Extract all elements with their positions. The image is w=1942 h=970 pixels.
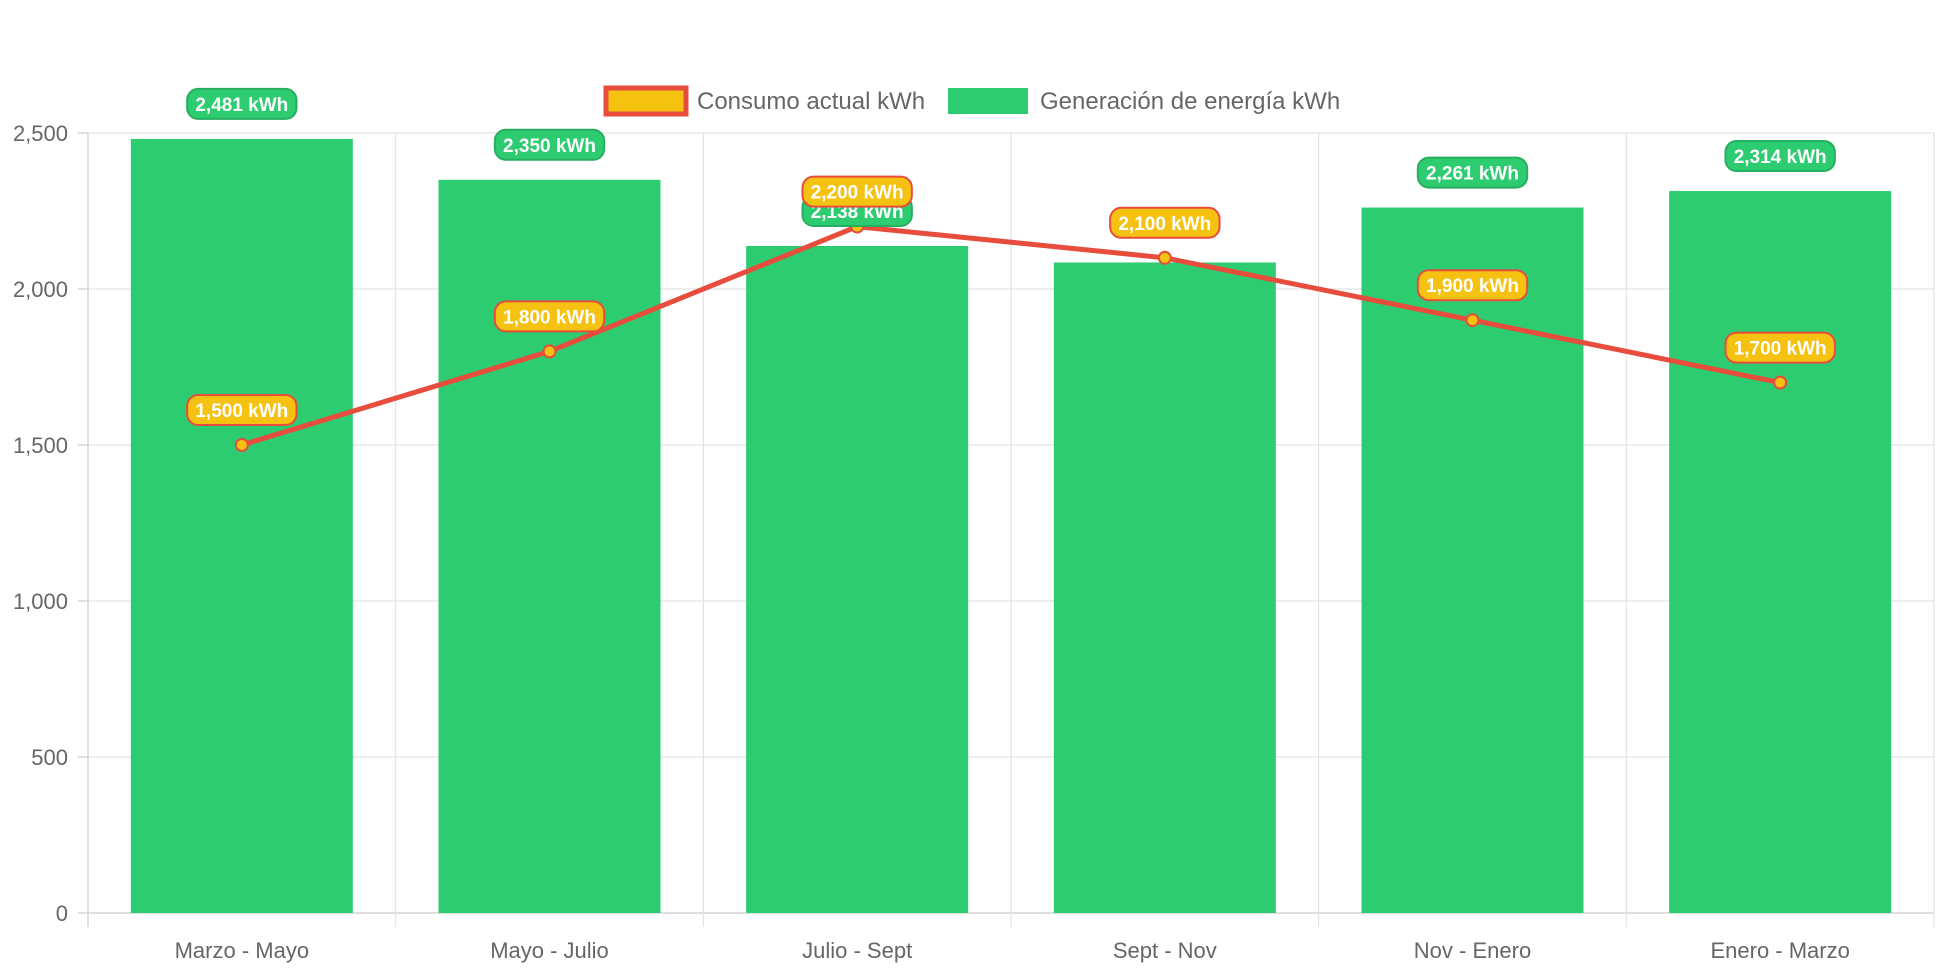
x-tick-label: Nov - Enero <box>1414 938 1531 963</box>
x-tick-label: Marzo - Mayo <box>175 938 309 963</box>
line-data-label: 2,200 kWh <box>801 175 913 208</box>
bar[interactable] <box>1053 262 1276 914</box>
x-tick-label: Julio - Sept <box>802 938 912 963</box>
line-data-label-background <box>493 300 606 333</box>
legend-swatch-generacion[interactable] <box>948 88 1028 114</box>
line-data-label: 2,100 kWh <box>1109 206 1221 239</box>
legend-label-generacion[interactable]: Generación de energía kWh <box>1040 88 1340 115</box>
y-tick-label: 500 <box>31 745 68 770</box>
line-point[interactable] <box>1157 250 1172 265</box>
bar-data-label-background <box>1416 156 1529 189</box>
legend: Consumo actual kWh Generación de energía… <box>603 85 1340 117</box>
bar-data-label-background <box>186 87 298 120</box>
line-data-label-text: 1,500 kWh <box>195 401 288 422</box>
y-tick-label: 1,000 <box>13 589 68 614</box>
line-data-label-background <box>801 175 913 208</box>
y-tick-label: 1,500 <box>13 433 68 458</box>
line-data-label-text: 2,200 kWh <box>811 183 904 204</box>
bar-data-label: 2,261 kWh <box>1416 156 1529 189</box>
bar[interactable] <box>746 245 969 914</box>
axes: 0 500 1,000 1,500 2,000 2,500 Marzo - Mayo Mayo… <box>13 121 1850 963</box>
bar-data-label: 2,350 kWh <box>493 128 606 161</box>
bar-data-label-text: 2,350 kWh <box>503 136 596 157</box>
line-data-label-text: 1,700 kWh <box>1734 339 1827 360</box>
line-point[interactable] <box>542 344 557 359</box>
line-point[interactable] <box>234 438 249 452</box>
x-tick-label: Mayo - Julio <box>490 938 609 963</box>
line-data-label-text: 2,100 kWh <box>1118 214 1211 235</box>
line-point[interactable] <box>1465 313 1480 328</box>
line-data-label: 1,800 kWh <box>493 300 606 333</box>
line-data-label-background <box>1724 331 1836 364</box>
line-point[interactable] <box>1773 375 1788 390</box>
y-tick-label: 2,000 <box>13 277 68 302</box>
line-data-label-text: 1,800 kWh <box>503 307 596 328</box>
bar-data-label: 2,314 kWh <box>1724 140 1836 173</box>
bar[interactable] <box>438 179 661 914</box>
y-tick-label: 2,500 <box>13 121 68 146</box>
bar-data-label-background <box>493 128 606 161</box>
bar-data-label-text: 2,261 kWh <box>1426 164 1519 185</box>
x-tick-label: Enero - Marzo <box>1710 938 1849 963</box>
x-tick-label: Sept - Nov <box>1113 938 1217 963</box>
legend-swatch-consumo[interactable] <box>603 85 689 117</box>
bar-data-label-background <box>1724 140 1836 173</box>
y-tick-label: 0 <box>56 901 68 926</box>
line-data-label-background <box>1416 269 1529 302</box>
bar-data-label-text: 2,314 kWh <box>1734 147 1827 168</box>
bar-data-label: 2,481 kWh <box>186 87 298 120</box>
line-data-label: 1,500 kWh <box>186 394 298 426</box>
legend-label-consumo[interactable]: Consumo actual kWh <box>697 88 925 115</box>
bar[interactable] <box>1669 191 1892 914</box>
line-data-label: 1,900 kWh <box>1416 269 1529 302</box>
bar-series <box>130 138 1892 914</box>
consumo-line <box>241 224 1781 448</box>
bar-data-label-text: 2,481 kWh <box>195 95 288 116</box>
line-data-label-background <box>186 394 298 426</box>
line-data-label-text: 1,900 kWh <box>1426 276 1519 297</box>
line-data-label: 1,700 kWh <box>1724 331 1836 364</box>
line-data-label-background <box>1109 206 1221 239</box>
bar[interactable] <box>130 138 353 914</box>
grid <box>87 132 1935 927</box>
